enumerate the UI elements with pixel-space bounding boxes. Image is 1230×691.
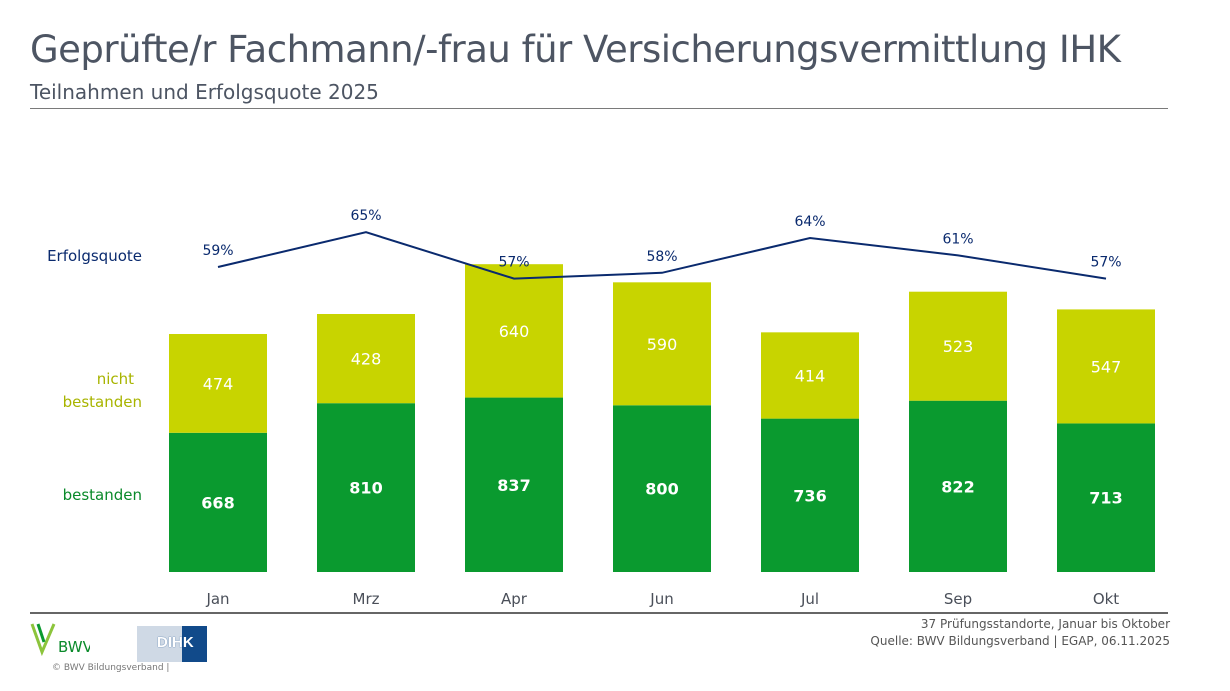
line-value-label: 65% [350, 208, 381, 224]
bar-nicht-bestanden [465, 264, 563, 398]
legend-nicht-line2: bestanden [62, 393, 142, 411]
x-tick-label: Mrz [353, 590, 380, 608]
copyright: © BWV Bildungsverband | [52, 663, 170, 673]
bar-value-label: 523 [943, 337, 974, 356]
bar-nicht-bestanden [1057, 309, 1155, 424]
line-value-label: 64% [794, 214, 825, 230]
line-value-label: 59% [202, 243, 233, 259]
footer-note: 37 Prüfungsstandorte, Januar bis Oktober [920, 617, 1170, 631]
footer-source: Quelle: BWV Bildungsverband | EGAP, 06.1… [870, 634, 1170, 648]
header-divider [30, 108, 1168, 109]
bar-value-label: 474 [203, 374, 234, 393]
legend-nicht-line1: nicht [96, 370, 134, 388]
x-tick-label: Jan [205, 590, 229, 608]
bwv-logo: BWV [30, 622, 94, 660]
page-title: Geprüfte/r Fachmann/-frau für Versicheru… [30, 28, 1121, 71]
legend-bestanden: bestanden [62, 486, 142, 504]
x-tick-label: Jun [649, 590, 673, 608]
dihk-logo: DIHK [137, 626, 207, 662]
legend-erfolgsquote: Erfolgsquote [47, 247, 142, 265]
bar-bestanden [465, 397, 563, 572]
bar-nicht-bestanden [761, 332, 859, 419]
bar-value-label: 668 [201, 493, 234, 512]
bar-value-label: 640 [499, 322, 530, 341]
page-subtitle: Teilnahmen und Erfolgsquote 2025 [30, 80, 379, 104]
bar-bestanden [613, 405, 711, 572]
chart: 668 474 Jan 810 428 Mrz 837 640 Apr 800 590 Jun 736 4… [169, 208, 1155, 608]
x-tick-label: Sep [944, 590, 972, 608]
bar-value-label: 822 [941, 477, 974, 496]
bar-nicht-bestanden [613, 282, 711, 406]
bar-bestanden [1057, 423, 1155, 572]
line-value-label: 57% [1090, 255, 1121, 271]
bar-value-label: 837 [497, 476, 530, 495]
x-tick-label: Jul [800, 590, 819, 608]
bar-value-label: 800 [645, 480, 678, 499]
line-value-label: 57% [498, 255, 529, 271]
bar-bestanden [169, 432, 267, 572]
x-tick-label: Okt [1093, 590, 1119, 608]
bar-value-label: 736 [793, 486, 826, 505]
bar-value-label: 810 [349, 479, 382, 498]
bar-nicht-bestanden [909, 291, 1007, 401]
bar-nicht-bestanden [317, 314, 415, 404]
line-value-label: 61% [942, 231, 973, 247]
bar-value-label: 547 [1091, 357, 1122, 376]
erfolgsquote-line [217, 231, 1107, 280]
x-tick-label: Apr [501, 590, 528, 608]
bar-bestanden [761, 418, 859, 572]
bar-value-label: 713 [1089, 489, 1122, 508]
bar-value-label: 590 [647, 335, 678, 354]
bar-bestanden [317, 403, 415, 572]
bar-nicht-bestanden [169, 334, 267, 433]
svg-text:BWV: BWV [58, 638, 90, 656]
bar-bestanden [909, 400, 1007, 572]
footer-divider [30, 612, 1168, 614]
bar-value-label: 414 [795, 366, 826, 385]
bar-value-label: 428 [351, 350, 382, 369]
line-value-label: 58% [646, 249, 677, 265]
